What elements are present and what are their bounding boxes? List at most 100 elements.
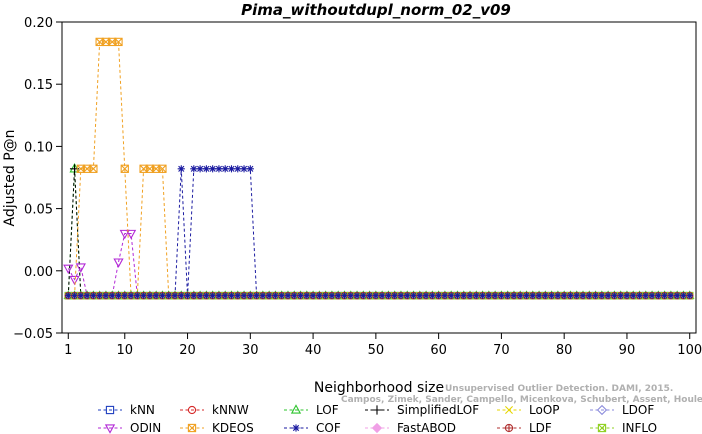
x-tick-label: 20 (179, 343, 196, 358)
baseline-point-cof (579, 292, 587, 299)
legend-label: LDF (529, 421, 552, 434)
legend-item-kdeos: KDEOS (180, 421, 254, 434)
legend-marker-knnw (187, 405, 197, 415)
data-point-odin (69, 275, 80, 286)
legend-item-inflo: INFLO (590, 421, 657, 434)
data-point-kdeos (89, 164, 98, 173)
x-tick-label: 80 (556, 343, 573, 358)
baseline-point-cof (278, 292, 285, 299)
baseline-point-cof (648, 292, 656, 299)
x-tick-label: 30 (242, 343, 259, 358)
baseline-point-cof (586, 292, 593, 299)
baseline-point-cof (441, 292, 449, 299)
data-point-cof (227, 165, 236, 173)
baseline-point-cof (686, 292, 693, 299)
data-point-cof (221, 165, 229, 173)
baseline-point-cof (673, 292, 681, 299)
data-point-cof (215, 165, 223, 173)
legend-marker-ldof (596, 404, 608, 416)
series-odin (63, 229, 138, 297)
legend-label: LOF (316, 403, 339, 417)
data-point-cof (177, 165, 185, 173)
legend-marker-odin (104, 424, 116, 434)
baseline-point-cof (360, 292, 367, 299)
baseline-point-cof (466, 292, 474, 299)
baseline-point-cof (284, 292, 292, 299)
baseline-point-cof (209, 292, 216, 299)
y-tick-label: 0.20 (24, 16, 53, 31)
data-point-cof (234, 165, 242, 173)
legend-label: COF (316, 421, 341, 434)
chart-title: Pima_withoutdupl_norm_02_v09 (241, 1, 511, 19)
baseline-point-cof (171, 292, 179, 299)
baseline-point-cof (385, 292, 392, 299)
x-tick-label: 60 (430, 343, 447, 358)
x-tick-label: 50 (368, 343, 385, 358)
legend-item-ldf: LDF (497, 421, 552, 434)
baseline-point-cof (341, 292, 348, 299)
baseline-point-cof (71, 292, 78, 299)
baseline-point-cof (196, 292, 204, 299)
baseline-point-cof (228, 292, 235, 299)
series-kdeos (74, 37, 170, 297)
baseline-point-cof (353, 292, 361, 299)
baseline-point-cof (109, 292, 116, 299)
x-tick-label: 10 (116, 343, 133, 358)
baseline-point-cof (510, 292, 518, 299)
legend-label: kNN (130, 403, 155, 417)
baseline-point-cof (473, 292, 480, 299)
baseline-point-cof (378, 292, 386, 299)
data-point-odin (125, 229, 137, 240)
legend-item-knnw: kNNW (180, 403, 249, 417)
legend-item-lof: LOF (284, 403, 339, 417)
legend-label: LDOF (622, 403, 654, 417)
data-point-cof (246, 165, 254, 173)
baseline-point-cof (115, 292, 122, 299)
baseline-point-cof (491, 292, 499, 299)
legend-item-loop: LoOP (497, 403, 560, 417)
baseline-point-cof (121, 292, 128, 299)
legend-marker-lof (290, 404, 302, 414)
y-axis-label: Adjusted P@n (2, 129, 18, 226)
y-tick-label: −0.05 (13, 327, 53, 342)
baseline-point-cof (253, 292, 260, 299)
baseline-point-cof (222, 292, 229, 299)
baseline-point-cof (435, 292, 442, 299)
baseline-point-cof (554, 292, 562, 299)
baseline-point-cof (259, 292, 267, 299)
baseline-point-cof (642, 292, 649, 299)
baseline-point-cof (96, 292, 103, 299)
watermark-line-2: Campos, Zimek, Sander, Campello, Micenko… (341, 395, 702, 405)
baseline-point-cof (598, 292, 606, 299)
baseline-point-cof (548, 292, 555, 299)
baseline-point-cof (215, 292, 223, 299)
legend-marker-ldf (504, 423, 514, 433)
legend-item-simplifiedlof: SimplifiedLOF (365, 403, 479, 417)
baseline-point-cof (102, 292, 110, 299)
baseline-point-cof (265, 292, 273, 299)
baseline-point-cof (334, 292, 342, 299)
baseline-point-cof (529, 292, 536, 299)
legend-marker-loop (505, 406, 513, 414)
baseline-point-cof (190, 292, 198, 299)
baseline-point-cof (542, 292, 549, 299)
baseline-point-cof (152, 292, 160, 299)
y-tick-label: 0.05 (24, 203, 53, 218)
legend-item-odin: ODIN (98, 421, 161, 434)
baseline-point-cof (517, 292, 524, 299)
legend-item-fastabod: FastABOD (365, 421, 456, 434)
data-point-odin (119, 229, 130, 240)
series-cof (174, 165, 258, 296)
baseline-point-cof (77, 292, 85, 299)
data-point-cof (202, 165, 210, 173)
baseline-point-cof (404, 292, 411, 299)
baseline-point-cof (146, 292, 154, 299)
baseline-point-cof (523, 292, 530, 299)
baseline-point-cof (655, 292, 662, 299)
plot-area-frame (61, 21, 697, 334)
baseline-point-cof (65, 292, 72, 299)
baseline-point-cof (234, 292, 241, 299)
baseline-point-cof (535, 292, 543, 299)
legend-marker-kdeos (187, 423, 197, 433)
baseline-point-cof (184, 292, 191, 299)
